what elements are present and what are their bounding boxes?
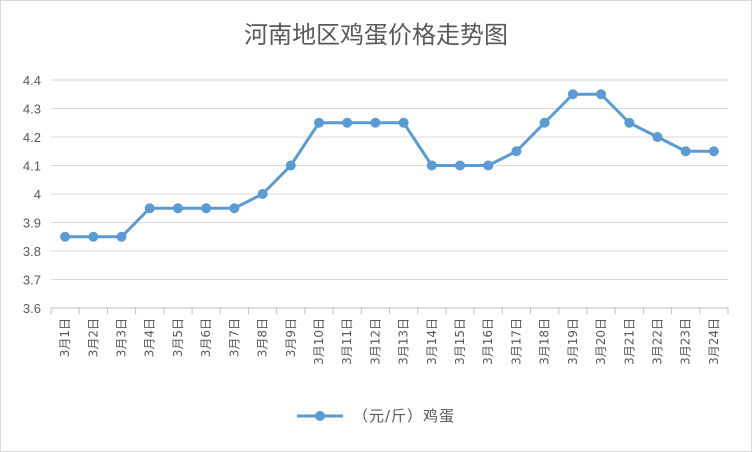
- data-point: [313, 117, 324, 128]
- x-tick-label: 3月10日: [312, 318, 326, 365]
- data-point: [144, 203, 155, 214]
- y-tick-label: 3.8: [23, 244, 41, 259]
- data-point: [708, 146, 719, 157]
- x-tick-label: 3月18日: [538, 318, 552, 365]
- x-tick-label: 3月4日: [143, 318, 157, 357]
- x-axis-tick-labels: 3月1日 3月2日 3月3日 3月4日 3月5日 3月6日 3月7日 3月8日 3月9日 3月10…: [58, 318, 721, 365]
- y-tick-label: 3.6: [23, 301, 41, 316]
- x-tick-label: 3月24日: [707, 318, 721, 365]
- data-point: [624, 117, 635, 128]
- x-tick-label: 3月23日: [679, 318, 693, 365]
- x-tick-label: 3月17日: [509, 318, 523, 365]
- x-tick-label: 3月6日: [199, 318, 213, 357]
- x-tick-label: 3月19日: [566, 318, 580, 365]
- y-tick-label: 4.1: [23, 159, 41, 174]
- y-axis-tick-labels: 3.6 3.7 3.8 3.9 4 4.1 4.2 4.3 4.4: [23, 73, 41, 316]
- x-tick-label: 3月2日: [86, 318, 100, 357]
- data-point: [511, 146, 522, 157]
- legend: （元/斤）鸡蛋: [1, 405, 751, 426]
- data-point: [285, 160, 296, 171]
- y-tick-label: 3.9: [23, 216, 41, 231]
- x-tick-label: 3月20日: [594, 318, 608, 365]
- y-tick-label: 3.7: [23, 273, 41, 288]
- chart-title: 河南地区鸡蛋价格走势图: [244, 21, 508, 49]
- data-point: [229, 203, 240, 214]
- data-point: [455, 160, 466, 171]
- x-tick-label: 3月9日: [284, 318, 298, 357]
- y-tick-label: 4.4: [23, 73, 41, 88]
- gridlines: [51, 79, 728, 309]
- data-point: [257, 189, 268, 199]
- data-point: [60, 231, 71, 242]
- data-point: [680, 146, 691, 157]
- x-tick-label: 3月13日: [397, 318, 411, 365]
- x-tick-label: 3月5日: [171, 318, 185, 357]
- x-tick-label: 3月11日: [340, 318, 354, 365]
- data-point: [88, 231, 99, 242]
- legend-label: （元/斤）鸡蛋: [352, 407, 456, 425]
- data-point: [116, 231, 127, 242]
- data-point: [342, 117, 353, 128]
- y-tick-label: 4.2: [23, 130, 41, 145]
- x-tick-label: 3月1日: [58, 318, 72, 357]
- y-tick-label: 4: [34, 187, 41, 202]
- x-tick-label: 3月15日: [453, 318, 467, 365]
- data-point: [201, 203, 212, 214]
- data-point: [426, 160, 437, 171]
- data-point: [596, 89, 607, 100]
- x-tick-label: 3月21日: [622, 318, 636, 365]
- data-point: [398, 117, 409, 128]
- data-point: [370, 117, 381, 128]
- y-tick-label: 4.3: [23, 102, 41, 117]
- data-point: [539, 117, 550, 128]
- data-point: [172, 203, 183, 214]
- data-point: [567, 89, 578, 100]
- x-tick-label: 3月3日: [115, 318, 129, 357]
- data-point: [652, 132, 663, 142]
- x-tick-label: 3月22日: [650, 318, 664, 365]
- data-point: [483, 160, 494, 171]
- x-axis: [50, 307, 729, 314]
- x-tick-label: 3月8日: [256, 318, 270, 357]
- x-tick-label: 3月12日: [368, 318, 382, 365]
- x-tick-label: 3月14日: [425, 318, 439, 365]
- x-tick-label: 3月16日: [481, 318, 495, 365]
- legend-marker: [296, 410, 343, 421]
- x-tick-label: 3月7日: [227, 318, 241, 357]
- series-points: [60, 89, 719, 242]
